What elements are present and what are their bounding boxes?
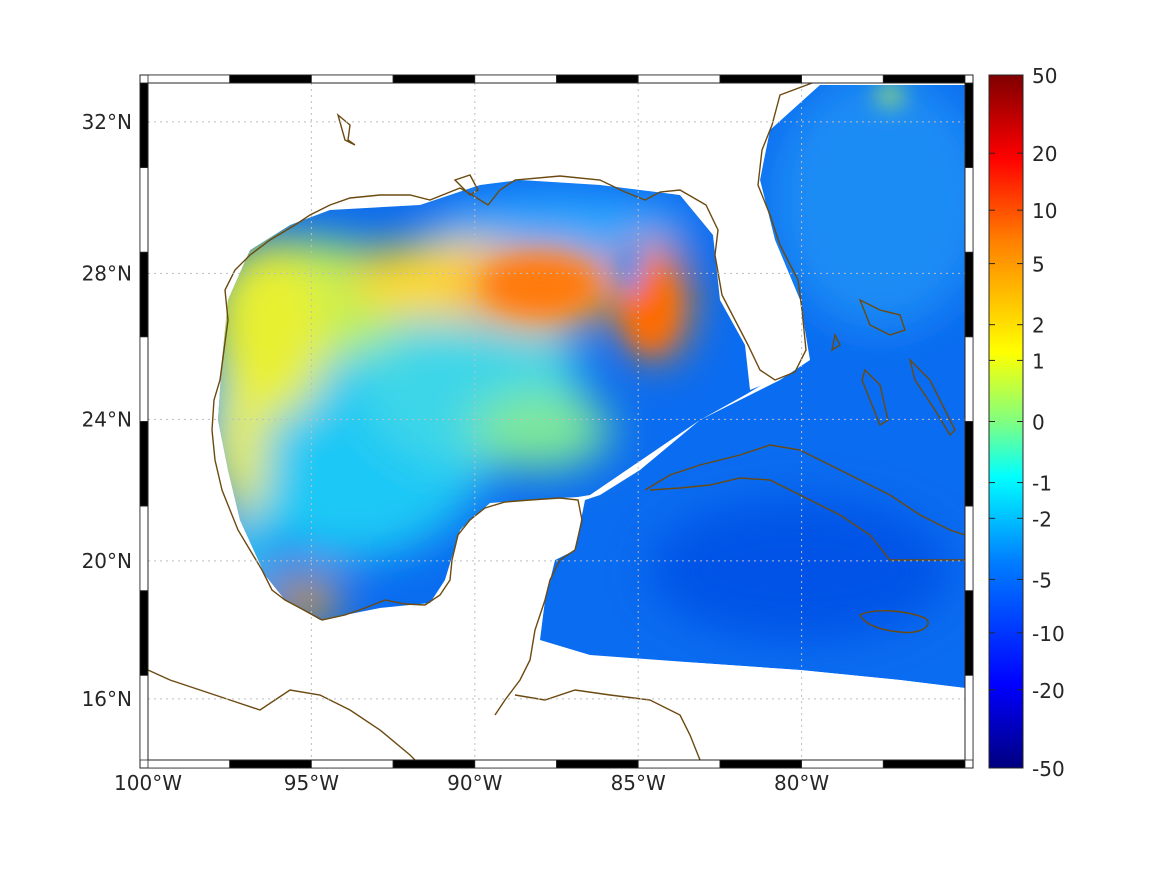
colorbar-tick-label: 1: [1032, 349, 1045, 373]
colorbar-tick-label: 0: [1032, 411, 1045, 435]
colorbar-tick-label: 20: [1032, 142, 1057, 166]
x-tick-label: 80°W: [774, 771, 829, 795]
frame-segment-top: [637, 74, 721, 84]
frame-segment-left: [139, 251, 149, 338]
frame-segment-top: [229, 74, 312, 84]
frame-segment-top: [392, 74, 476, 84]
colorbar-tick-label: -10: [1032, 622, 1065, 646]
frame-segment-right: [964, 336, 974, 422]
frame-segment-top: [474, 74, 557, 84]
frame-segment-left: [139, 82, 149, 169]
x-tick-label: 90°W: [447, 771, 502, 795]
colorbar-tick-label: -50: [1032, 757, 1065, 781]
frame-segment-right: [964, 167, 974, 253]
frame-segment-top: [147, 74, 231, 84]
frame-segment-right: [964, 505, 974, 592]
frame-segment-bottom: [229, 759, 312, 769]
colorbar-tick-label: 5: [1032, 253, 1045, 277]
colorbar-tick-label: -1: [1032, 472, 1052, 496]
x-tick-label: 85°W: [611, 771, 666, 795]
y-tick-label: 32°N: [82, 110, 132, 134]
frame-segment-top: [310, 74, 394, 84]
frame-segment-bottom: [474, 759, 557, 769]
frame-segment-left: [139, 167, 149, 253]
frame-segment-left: [139, 674, 149, 761]
map-frame: [139, 74, 974, 769]
frame-segment-top: [719, 74, 803, 84]
colorbar-tick-label: 50: [1032, 64, 1057, 88]
colorbar-tick-label: 2: [1032, 314, 1045, 338]
frame-segment-left: [139, 336, 149, 422]
y-tick-label: 20°N: [82, 549, 132, 573]
frame-segment-bottom: [147, 759, 231, 769]
frame-segment-right: [964, 421, 974, 507]
y-tick-labels: 32°N 28°N 24°N 20°N 16°N: [82, 110, 132, 711]
frame-segment-left: [139, 590, 149, 676]
coastline: [148, 83, 965, 760]
colorbar-tick-label: -5: [1032, 568, 1052, 592]
frame-segment-bottom: [882, 759, 966, 769]
colorbar-tick-label: 10: [1032, 199, 1057, 223]
heat-field: [218, 85, 965, 688]
y-tick-label: 28°N: [82, 261, 132, 285]
frame-segment-left: [139, 505, 149, 592]
x-tick-label: 95°W: [284, 771, 339, 795]
frame-segment-bottom: [719, 759, 803, 769]
frame-segment-top: [801, 74, 884, 84]
x-tick-labels: 100°W 95°W 90°W 85°W 80°W: [114, 771, 829, 795]
colorbar-tick-label: -20: [1032, 679, 1065, 703]
frame-segment-bottom: [637, 759, 721, 769]
x-tick-label: 100°W: [114, 771, 182, 795]
frame-segment-right: [964, 82, 974, 169]
y-tick-label: 24°N: [82, 407, 132, 431]
land-mask: [148, 83, 965, 760]
frame-segment-bottom: [801, 759, 884, 769]
frame-segment-bottom: [392, 759, 476, 769]
colorbar-tick-label: -2: [1032, 507, 1052, 531]
frame-segment-right: [964, 251, 974, 338]
frame-segment-top: [556, 74, 639, 84]
frame-inner: [147, 82, 966, 761]
frame-segment-bottom: [310, 759, 394, 769]
frame-segment-right: [964, 590, 974, 676]
y-tick-label: 16°N: [82, 687, 132, 711]
frame-segment-bottom: [556, 759, 639, 769]
frame-segment-left: [139, 421, 149, 507]
frame-segment-right: [964, 674, 974, 761]
frame-segment-top: [882, 74, 966, 84]
